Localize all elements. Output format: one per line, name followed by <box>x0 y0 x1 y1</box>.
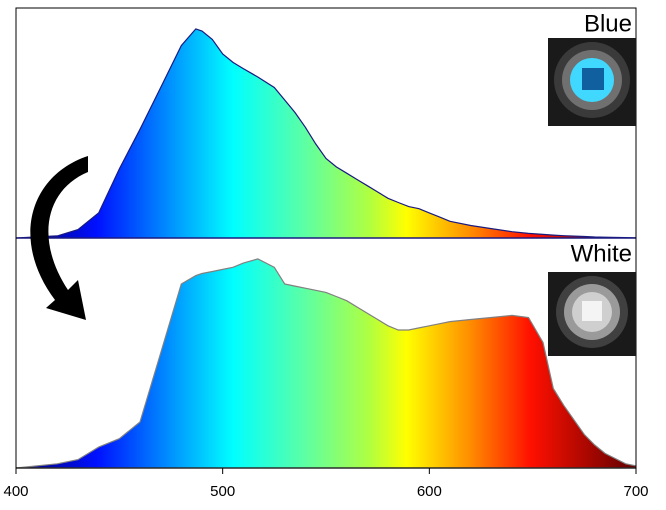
plot-area <box>15 28 637 469</box>
inset-white <box>548 272 636 356</box>
spectrum-line <box>15 258 637 469</box>
inset-blue <box>548 38 636 126</box>
spectrum-line <box>15 28 637 239</box>
arrow <box>30 156 88 320</box>
spectrum-area <box>16 258 636 468</box>
x-tick-label: 700 <box>623 483 648 500</box>
spectrum-area <box>16 28 636 239</box>
x-tick-label: 400 <box>3 483 28 500</box>
x-tick-label: 500 <box>210 483 235 500</box>
series-label: Blue <box>584 10 632 37</box>
frame <box>15 7 637 469</box>
x-tick-label: 600 <box>417 483 442 500</box>
series-label: White <box>571 240 632 267</box>
